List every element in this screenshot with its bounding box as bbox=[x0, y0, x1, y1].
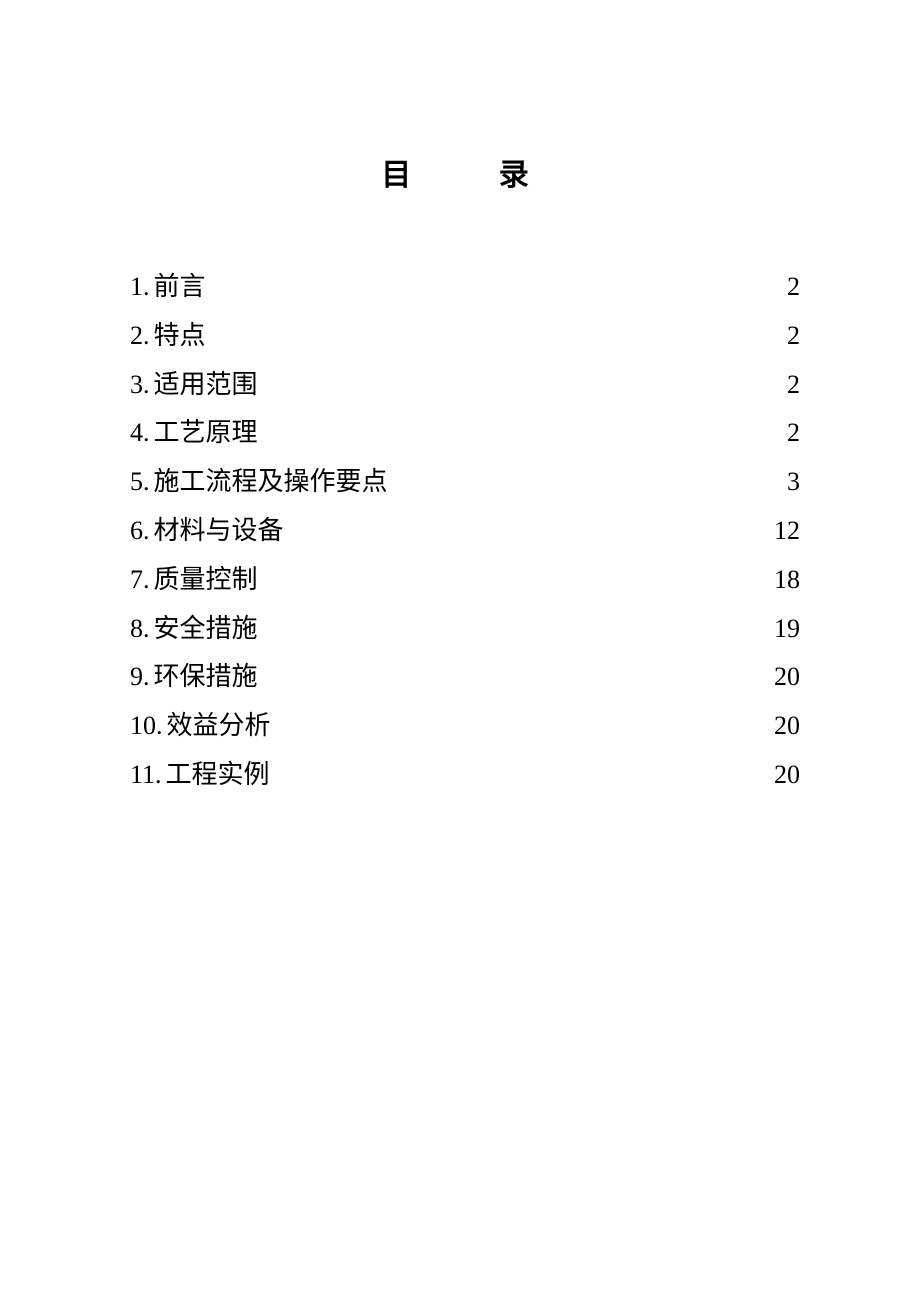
toc-entry-label: 特点 bbox=[150, 313, 206, 360]
toc-entry-page: 20 bbox=[774, 654, 800, 701]
toc-entry-page: 20 bbox=[774, 752, 800, 799]
toc-entry-label: 前言 bbox=[150, 264, 206, 311]
toc-entry-label: 环保措施 bbox=[150, 654, 258, 701]
toc-entry-number: 8. bbox=[130, 606, 150, 653]
toc-entry-label: 适用范围 bbox=[150, 362, 258, 409]
toc-entry: 10. 效益分析 20 bbox=[130, 703, 800, 750]
toc-entry-page: 12 bbox=[774, 508, 800, 555]
toc-entry-label: 工艺原理 bbox=[150, 410, 258, 457]
toc-entry: 9. 环保措施 20 bbox=[130, 654, 800, 701]
toc-entry: 11. 工程实例 20 bbox=[130, 752, 800, 799]
toc-list: 1. 前言 2 2. 特点 2 3. 适用范围 2 4. 工艺原理 2 5. 施… bbox=[130, 264, 800, 799]
toc-entry-page: 2 bbox=[787, 362, 800, 409]
toc-entry-page: 18 bbox=[774, 557, 800, 604]
toc-entry-page: 2 bbox=[787, 410, 800, 457]
toc-entry: 5. 施工流程及操作要点 3 bbox=[130, 459, 800, 506]
toc-entry: 2. 特点 2 bbox=[130, 313, 800, 360]
toc-entry-number: 5. bbox=[130, 459, 150, 506]
toc-entry-number: 7. bbox=[130, 557, 150, 604]
toc-entry-label: 材料与设备 bbox=[150, 508, 284, 555]
toc-entry-number: 11. bbox=[130, 752, 162, 799]
toc-entry-label: 安全措施 bbox=[150, 606, 258, 653]
toc-title: 目 录 bbox=[130, 150, 800, 194]
toc-entry-number: 4. bbox=[130, 410, 150, 457]
toc-entry-number: 3. bbox=[130, 362, 150, 409]
toc-entry: 8. 安全措施 19 bbox=[130, 606, 800, 653]
toc-entry-number: 2. bbox=[130, 313, 150, 360]
toc-entry-number: 10. bbox=[130, 703, 163, 750]
toc-entry-label: 工程实例 bbox=[162, 752, 270, 799]
toc-entry-page: 2 bbox=[787, 264, 800, 311]
toc-page: 目 录 1. 前言 2 2. 特点 2 3. 适用范围 2 4. 工艺原理 2 bbox=[0, 0, 920, 1302]
toc-entry-label: 质量控制 bbox=[150, 557, 258, 604]
toc-entry: 4. 工艺原理 2 bbox=[130, 410, 800, 457]
toc-entry-page: 20 bbox=[774, 703, 800, 750]
toc-entry: 1. 前言 2 bbox=[130, 264, 800, 311]
toc-entry: 3. 适用范围 2 bbox=[130, 362, 800, 409]
toc-entry-number: 9. bbox=[130, 654, 150, 701]
toc-entry: 7. 质量控制 18 bbox=[130, 557, 800, 604]
toc-entry-page: 3 bbox=[787, 459, 800, 506]
toc-entry-page: 2 bbox=[787, 313, 800, 360]
toc-entry-page: 19 bbox=[774, 606, 800, 653]
toc-entry: 6. 材料与设备 12 bbox=[130, 508, 800, 555]
toc-entry-number: 1. bbox=[130, 264, 150, 311]
toc-entry-label: 施工流程及操作要点 bbox=[150, 459, 388, 506]
toc-entry-number: 6. bbox=[130, 508, 150, 555]
toc-entry-label: 效益分析 bbox=[163, 703, 271, 750]
